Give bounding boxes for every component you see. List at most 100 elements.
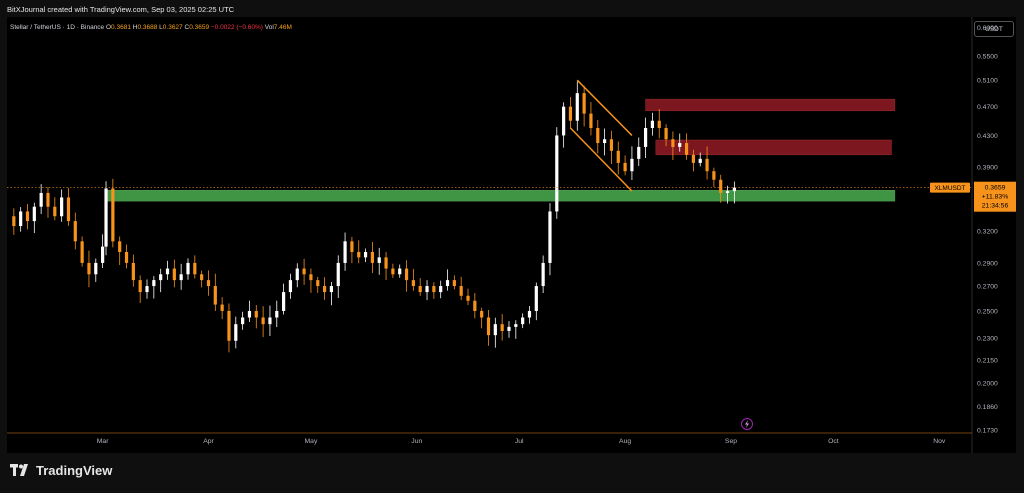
candle-body <box>343 241 347 263</box>
x-tick-label: Oct <box>828 438 839 445</box>
ticker-tag-label: XLMUSDT <box>934 185 965 192</box>
candle-body <box>73 221 77 242</box>
candle-body <box>124 251 129 263</box>
candle-body <box>616 150 620 163</box>
candle-body <box>664 127 668 140</box>
candle-body <box>322 286 327 293</box>
candle-body <box>131 262 135 281</box>
y-tick-label: 0.4700 <box>977 104 998 111</box>
y-tick-label: 0.6000 <box>977 25 998 32</box>
candle-body <box>418 286 422 293</box>
candle-body <box>398 268 402 275</box>
candle-body <box>732 187 736 192</box>
candle-body <box>179 274 183 281</box>
candle-body <box>39 192 43 207</box>
candle-body <box>541 262 545 287</box>
candle-body <box>527 310 532 318</box>
candle-body <box>555 135 559 212</box>
candle-body <box>575 93 579 121</box>
candle-body <box>275 310 279 318</box>
candle-body <box>357 251 361 258</box>
candle-body <box>152 280 156 287</box>
symbol-label: Stellar / TetherUS · 1D · Binance <box>10 24 105 31</box>
close-label: C <box>184 24 190 31</box>
vol-label: Vol <box>264 24 274 31</box>
candle-body <box>329 286 334 293</box>
price-tag-price: 0.3659 <box>985 185 1006 192</box>
candle-body <box>220 304 224 311</box>
vol-value: 7.46M <box>273 24 292 31</box>
high-label: H <box>132 24 138 31</box>
candle-body <box>521 317 525 325</box>
chart-panel[interactable] <box>7 17 1016 453</box>
candle-body <box>118 241 122 252</box>
x-tick-label: Jun <box>411 438 422 445</box>
candle-body <box>268 317 272 325</box>
candle-body <box>691 154 695 163</box>
candle-body <box>200 274 204 281</box>
currency-label: USDT <box>985 25 1003 33</box>
x-tick-label: Aug <box>619 438 631 445</box>
events-lightning-icon <box>741 418 753 430</box>
candle-body <box>466 295 470 301</box>
candle-body <box>145 286 149 293</box>
candle-body <box>101 246 105 263</box>
lightning-glyph-icon <box>745 420 749 428</box>
candle-body <box>705 158 709 172</box>
candle-body <box>596 127 600 144</box>
y-tick-label: 0.5500 <box>977 53 998 60</box>
candle-body <box>288 280 293 293</box>
candle-body <box>80 241 84 263</box>
resistance-zone-2 <box>655 139 892 156</box>
candle-body <box>603 139 607 144</box>
candle-body <box>589 113 593 128</box>
low-label: L <box>159 24 163 31</box>
candle-body <box>295 268 299 281</box>
candle-body <box>452 280 456 287</box>
candle-body <box>384 257 388 269</box>
candle-body <box>582 93 586 114</box>
y-tick-label: 0.4300 <box>977 133 998 140</box>
candle-body <box>94 262 98 275</box>
candle-body <box>336 262 340 287</box>
y-tick-label: 0.2500 <box>977 308 998 315</box>
ohlc-legend: Stellar / TetherUS · 1D · Binance O0.368… <box>10 24 292 31</box>
candle-body <box>630 158 634 172</box>
candle-body <box>247 310 252 318</box>
y-tick-label: 0.2700 <box>977 284 998 291</box>
candle-body <box>213 286 217 305</box>
candle-body <box>404 268 409 281</box>
open-value: 0.3681 <box>111 24 131 31</box>
currency-selector[interactable]: USDT <box>974 21 1014 37</box>
candle-body <box>53 206 57 217</box>
candle-body <box>657 120 661 128</box>
candle-body <box>350 241 354 252</box>
candle-body <box>370 251 374 263</box>
x-tick-label: Nov <box>933 438 946 445</box>
attribution: BitXJournal created with TradingView.com… <box>7 5 235 14</box>
open-label: O <box>105 24 112 31</box>
wedge-lower-line <box>569 127 633 192</box>
y-tick-label: 0.2000 <box>977 381 998 388</box>
candle-body <box>165 268 170 275</box>
candle-body <box>32 206 36 222</box>
candle-body <box>377 257 381 263</box>
candle-body <box>254 310 258 318</box>
candle-body <box>432 286 436 293</box>
candle-body <box>104 188 108 247</box>
candle-body <box>12 216 16 227</box>
candle-body <box>500 324 504 331</box>
candle-body <box>507 326 511 331</box>
support-zone <box>105 190 896 202</box>
candle-body <box>725 191 730 193</box>
candle-body <box>282 292 286 311</box>
candle-body <box>623 162 627 172</box>
candle-body <box>637 146 641 159</box>
low-value: 0.3627 <box>162 24 183 31</box>
candle-body <box>678 143 682 147</box>
x-tick-label: Apr <box>203 438 214 445</box>
candle-body <box>66 197 71 222</box>
x-tick-label: Sep <box>725 438 737 445</box>
candle-body <box>534 286 538 311</box>
